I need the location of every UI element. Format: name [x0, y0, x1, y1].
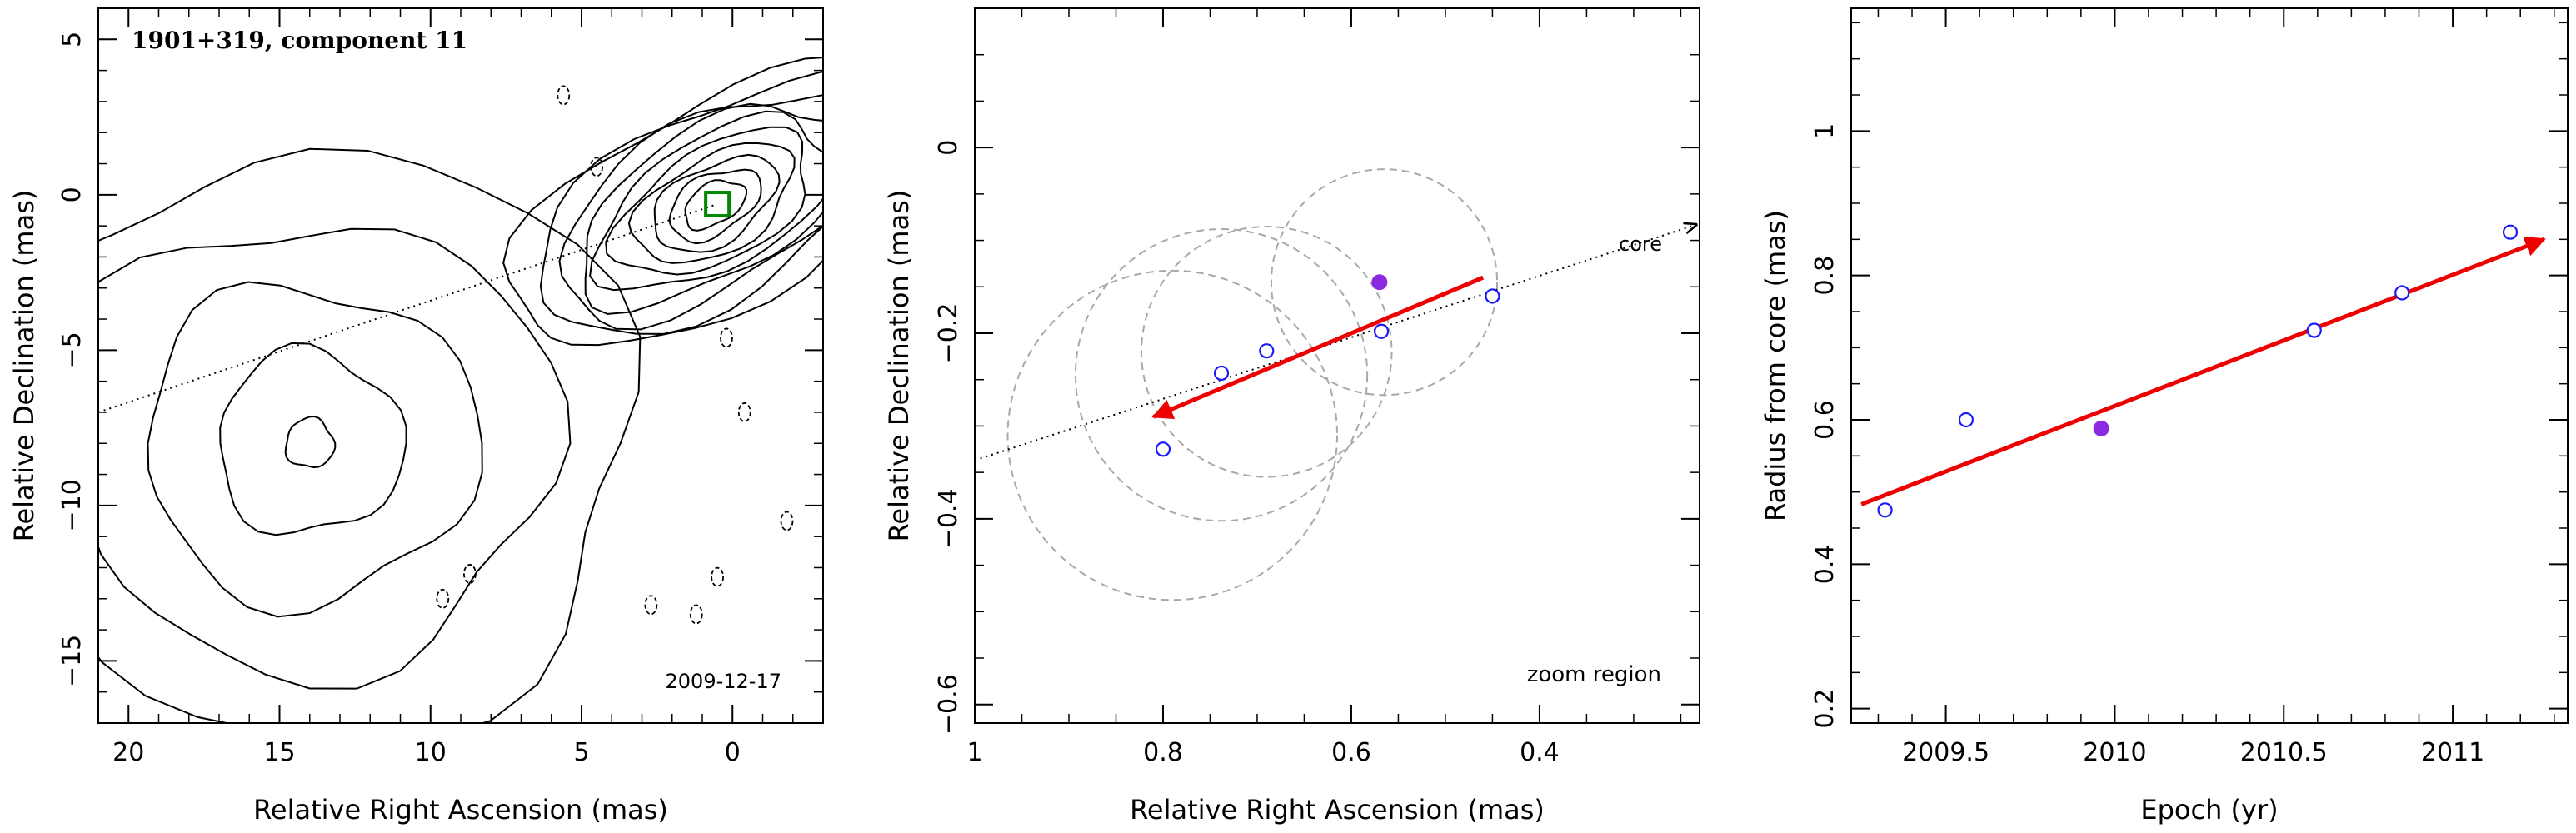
negative-contour [590, 157, 604, 177]
contour-map-frame [97, 7, 824, 724]
contour-map-panel: 20 15 10 5 0 5 0 −5 −10 −15 1901+319, component 1… [8, 7, 824, 826]
radius-epoch-y-tick-label: 1 [1810, 123, 1840, 139]
radius-epoch-y-tick-label: 0.8 [1810, 256, 1840, 296]
radius-epoch-y-tick-label: 0.6 [1810, 400, 1840, 440]
open-data-point [2394, 285, 2410, 301]
zoom-region-frame [974, 7, 1700, 724]
zoom-region-y-tick-label: 0 [934, 140, 963, 156]
radius-epoch-ticks: 2009.5 2010 2010.5 2011 0.2 0.4 0.6 0.8 1 [1810, 8, 2568, 767]
contour-line [284, 415, 337, 468]
contour-line [98, 227, 572, 690]
core-label: core [1619, 232, 1662, 256]
contour-line [147, 281, 483, 618]
contour-line [627, 142, 796, 264]
contour-map-title: 1901+319, component 11 [132, 27, 467, 54]
radius-epoch-x-tick-label: 2010 [2083, 738, 2146, 767]
radius-points [1877, 224, 2519, 518]
position-points [1155, 274, 1500, 457]
contour-map-y-tick-label: 0 [57, 187, 87, 202]
open-data-point [1155, 441, 1171, 457]
contour-line [589, 110, 823, 292]
contour-map-y-tick-label: −10 [57, 479, 87, 531]
negative-contour [644, 595, 658, 616]
open-data-point [1259, 343, 1275, 359]
zoom-region-x-axis-label: Relative Right Ascension (mas) [1130, 794, 1545, 826]
filled-data-point [2093, 420, 2109, 436]
contour-map-x-tick-label: 15 [263, 738, 295, 767]
negative-contour [436, 588, 450, 609]
contour-map-x-axis-label: Relative Right Ascension (mas) [253, 794, 668, 826]
contour-map [98, 56, 823, 723]
open-data-point [1877, 502, 1893, 518]
open-data-point [2502, 224, 2519, 240]
radius-fit-arrow [1860, 236, 2546, 506]
contour-map-x-tick-label: 10 [415, 738, 447, 767]
contour-line [539, 70, 823, 335]
error-circle [1006, 269, 1338, 601]
error-circle [1270, 168, 1499, 397]
contour-line [653, 153, 781, 253]
contour-line [98, 147, 642, 723]
open-data-point [1213, 365, 1230, 382]
contour-map-y-tick-label: −5 [57, 332, 87, 368]
negative-contour [711, 566, 725, 587]
open-data-point [1374, 323, 1390, 339]
contour-line [584, 102, 823, 315]
zoom-region-panel: 1 0.8 0.6 0.4 0 −0.2 −0.4 −0.6 core zoom region… [883, 7, 1700, 826]
zoom-region-y-tick-label: −0.6 [934, 674, 963, 735]
negative-contour [780, 511, 794, 531]
error-circle [1140, 226, 1393, 478]
contour-map-x-tick-label: 5 [573, 738, 589, 767]
radius-epoch-frame [1850, 7, 2569, 724]
jet-direction-line [98, 203, 718, 413]
open-data-point [1958, 412, 1974, 428]
negative-contour [462, 564, 477, 584]
radius-epoch-y-tick-label: 0.4 [1810, 544, 1840, 584]
negative-contour [737, 402, 751, 422]
radius-epoch-x-axis-label: Epoch (yr) [2140, 794, 2278, 826]
zoom-region-y-axis-label: Relative Declination (mas) [883, 190, 915, 542]
zoom-region-x-tick-label: 0.8 [1143, 738, 1183, 767]
radius-epoch-x-tick-label: 2009.5 [1902, 738, 1989, 767]
zoom-region-x-tick-label: 0.4 [1520, 738, 1560, 767]
radius-epoch-y-tick-label: 0.2 [1810, 689, 1840, 729]
zoom-region-label: zoom region [1527, 662, 1661, 687]
open-data-point [1485, 288, 1500, 304]
contour-line [558, 92, 823, 331]
contour-map-y-tick-label: −15 [57, 635, 87, 687]
contour-map-x-tick-label: 20 [112, 738, 144, 767]
contour-line [502, 56, 823, 347]
radius-epoch-y-axis-label: Radius from core (mas) [1760, 210, 1791, 521]
contour-line [219, 342, 407, 536]
radius-epoch-panel: 2009.5 2010 2010.5 2011 0.2 0.4 0.6 0.8 1 Epoch … [1760, 7, 2569, 826]
open-data-point [2306, 322, 2322, 338]
radius-epoch-x-tick-label: 2011 [2421, 738, 2484, 767]
zoom-region-y-tick-label: −0.2 [934, 303, 963, 364]
negative-contour [689, 604, 703, 625]
jet-direction-line [974, 225, 1696, 461]
zoom-region-x-tick-label: 1 [966, 738, 982, 767]
negative-contour [557, 85, 571, 106]
contour-line [684, 179, 748, 232]
filled-data-point [1371, 274, 1388, 291]
motion-fit-arrow [1151, 275, 1485, 420]
contour-map-y-axis-label: Relative Declination (mas) [8, 190, 40, 542]
zoom-region-ticks: 1 0.8 0.6 0.4 0 −0.2 −0.4 −0.6 [934, 7, 1700, 767]
contour-map-ticks: 20 15 10 5 0 5 0 −5 −10 −15 [57, 7, 824, 767]
zoom-region-y-tick-label: −0.4 [934, 488, 963, 549]
contour-map-y-tick-label: 5 [57, 32, 87, 47]
contour-line [605, 126, 806, 276]
core-marker-box [704, 191, 731, 218]
observation-date: 2009-12-17 [666, 670, 781, 693]
negative-contour [720, 327, 733, 348]
contour-map-x-tick-label: 0 [725, 738, 741, 767]
zoom-region-x-tick-label: 0.6 [1331, 738, 1371, 767]
contour-line [668, 168, 762, 245]
error-circle [1074, 228, 1369, 522]
error-circles [1006, 168, 1499, 601]
radius-epoch-x-tick-label: 2010.5 [2240, 738, 2328, 767]
